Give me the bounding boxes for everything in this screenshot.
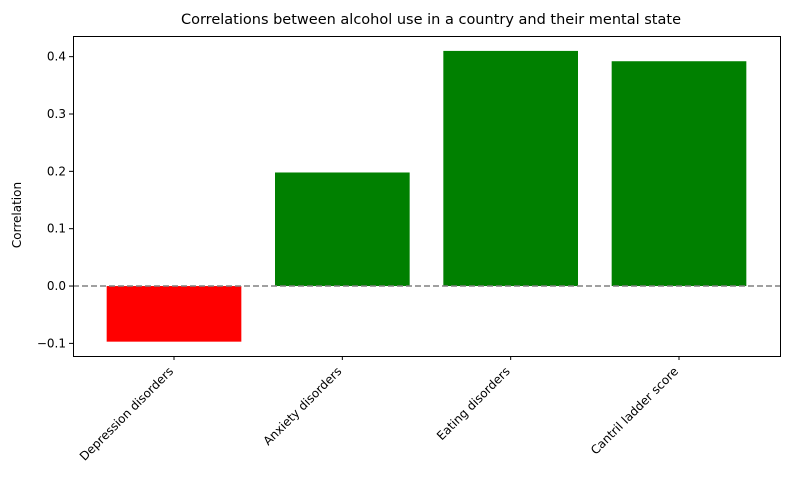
y-tick-label: 0.0 [47,279,66,293]
bar-1 [275,172,410,287]
x-tick-label: Anxiety disorders [261,364,345,448]
y-tick-label: 0.4 [47,50,66,64]
x-tick-label: Depression disorders [77,364,176,463]
y-axis-ticks: −0.1 0.0 0.1 0.2 0.3 0.4 [37,50,73,350]
plot-frame [73,36,781,357]
bar-2 [443,50,578,287]
y-tick-label: 0.2 [47,164,66,178]
x-tick-label: Cantril ladder score [588,364,681,457]
x-axis-ticks: Depression disorders Anxiety disorders Eat… [77,356,681,463]
x-tick-label: Eating disorders [434,364,513,443]
y-tick-label: 0.3 [47,107,66,121]
bar-3 [611,61,747,287]
bar-0 [106,286,242,342]
chart-title: Correlations between alcohol use in a co… [181,12,681,28]
y-tick-label: 0.1 [47,222,66,236]
y-axis-title: Correlation [10,182,24,248]
bars-group [106,50,747,342]
y-tick-label: −0.1 [37,336,66,350]
